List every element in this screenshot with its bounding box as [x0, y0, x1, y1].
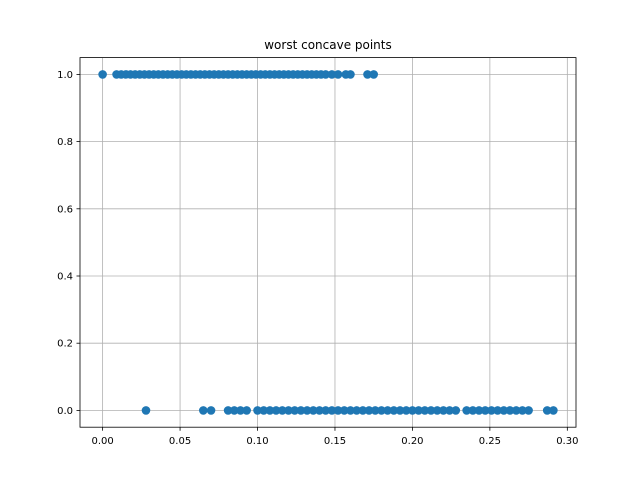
data-point [499, 406, 509, 415]
data-point [321, 70, 330, 79]
data-point [493, 406, 502, 415]
data-point [206, 406, 216, 415]
y-tick-label: 0.8 [57, 137, 73, 148]
y-tick-label: 0.2 [57, 339, 73, 350]
data-point [352, 406, 361, 415]
data-point [426, 406, 436, 415]
data-point [408, 406, 417, 415]
data-point [480, 406, 490, 415]
data-point [333, 70, 343, 79]
data-point [395, 406, 405, 415]
data-point [451, 406, 461, 415]
y-axis-ticks: 0.0 0.2 0.4 0.6 0.8 1.0 [57, 70, 80, 417]
data-point [389, 406, 399, 415]
data-point [236, 406, 245, 415]
data-point [253, 406, 262, 415]
data-point [327, 70, 337, 79]
data-points [98, 70, 558, 415]
data-point [401, 406, 411, 415]
data-point [308, 406, 318, 415]
data-point [511, 406, 521, 415]
data-point [468, 406, 478, 415]
data-point [549, 406, 558, 415]
data-point [377, 406, 386, 415]
data-point [370, 406, 380, 415]
data-point [369, 70, 378, 79]
data-point [98, 70, 107, 79]
x-tick-label: 0.20 [401, 436, 423, 447]
data-point [505, 406, 515, 415]
data-point [363, 70, 372, 79]
data-point [487, 406, 496, 415]
data-point [327, 406, 337, 415]
data-point [518, 406, 527, 415]
x-axis-ticks: 0.00 0.05 0.10 0.15 0.20 0.25 0.30 [91, 427, 578, 447]
data-point [414, 406, 423, 415]
data-point [445, 406, 454, 415]
x-tick-label: 0.00 [91, 436, 113, 447]
y-tick-label: 0.0 [57, 406, 73, 417]
data-point [439, 406, 448, 415]
data-point [321, 406, 330, 415]
x-tick-label: 0.30 [556, 436, 578, 447]
data-point [271, 406, 281, 415]
data-point [358, 406, 368, 415]
data-point [462, 406, 471, 415]
data-point [524, 406, 533, 415]
y-tick-label: 1.0 [57, 70, 73, 81]
data-point [284, 406, 293, 415]
data-point [383, 406, 392, 415]
data-point [290, 406, 299, 415]
x-tick-label: 0.10 [246, 436, 268, 447]
data-point [302, 406, 312, 415]
data-point [474, 406, 484, 415]
chart-title: worst concave points [264, 38, 392, 52]
data-point [265, 406, 275, 415]
data-point [339, 406, 349, 415]
grid [80, 57, 576, 428]
data-point [420, 406, 430, 415]
x-tick-label: 0.15 [324, 436, 346, 447]
data-point [229, 406, 239, 415]
data-point [259, 406, 269, 415]
plot-area-frame [79, 57, 577, 428]
x-tick-label: 0.25 [479, 436, 501, 447]
data-point [296, 406, 306, 415]
data-point [199, 406, 208, 415]
data-point [346, 406, 355, 415]
data-point [364, 406, 374, 415]
data-point [333, 406, 343, 415]
data-point [242, 406, 251, 415]
y-tick-label: 0.4 [57, 272, 73, 283]
data-point [432, 406, 442, 415]
data-point [542, 406, 552, 415]
y-tick-label: 0.6 [57, 204, 73, 215]
x-tick-label: 0.05 [169, 436, 191, 447]
data-point [315, 406, 324, 415]
data-point [223, 406, 233, 415]
data-point [278, 406, 287, 415]
data-point [141, 406, 151, 415]
data-point [346, 70, 355, 79]
